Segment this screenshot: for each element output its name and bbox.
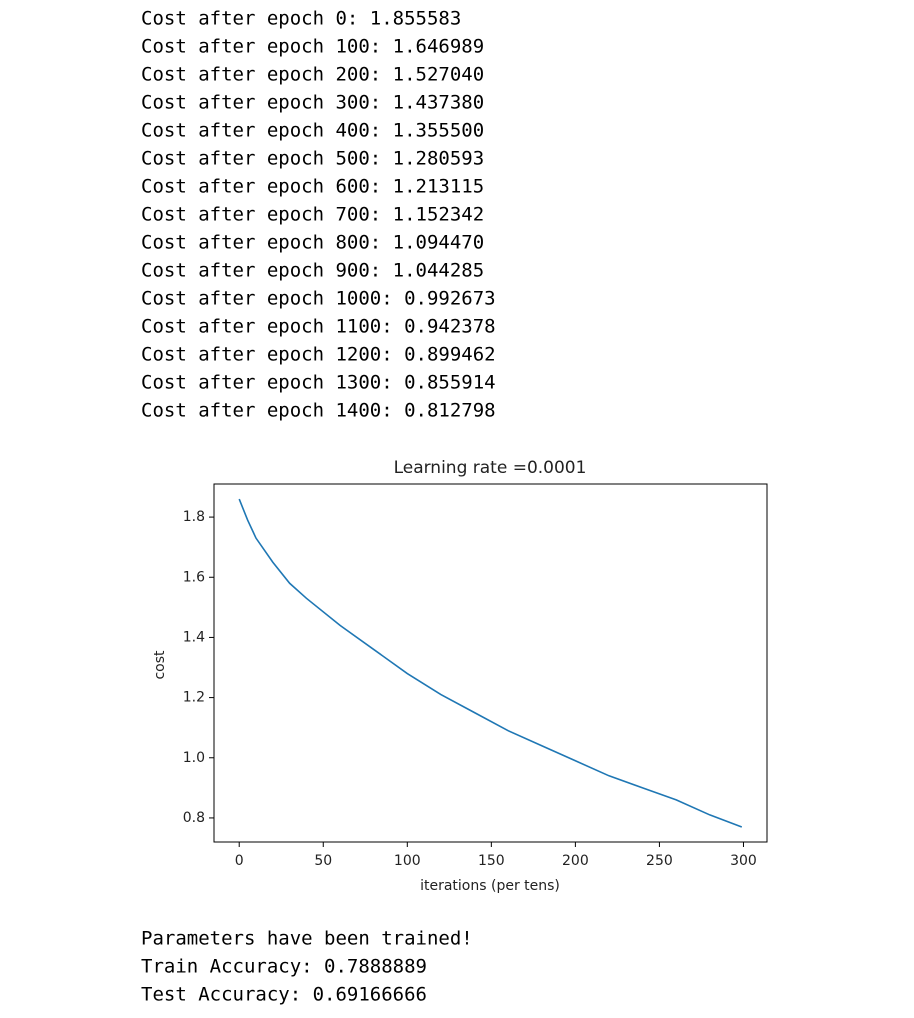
log-line: Cost after epoch 1100: 0.942378 [141,316,496,338]
log-line: Cost after epoch 200: 1.527040 [141,64,484,86]
y-tick-label: 1.6 [183,569,205,585]
log-line: Cost after epoch 1000: 0.992673 [141,288,496,310]
log-line: Cost after epoch 1200: 0.899462 [141,344,496,366]
log-line: Cost after epoch 0: 1.855583 [141,8,461,30]
log-line: Cost after epoch 500: 1.280593 [141,148,484,170]
y-axis-label: cost [152,650,168,680]
log-line: Cost after epoch 1300: 0.855914 [141,372,496,394]
result-line: Train Accuracy: 0.7888889 [141,956,427,978]
result-line: Parameters have been trained! [141,928,473,950]
y-tick-label: 1.2 [183,690,205,706]
x-tick-label: 50 [314,853,332,869]
result-line: Test Accuracy: 0.69166666 [141,984,427,1006]
chart-title: Learning rate =0.0001 [394,458,587,478]
x-tick-label: 250 [646,853,673,869]
log-line: Cost after epoch 300: 1.437380 [141,92,484,114]
y-tick-label: 1.4 [183,629,205,645]
log-line: Cost after epoch 900: 1.044285 [141,260,484,282]
x-tick-label: 150 [478,853,505,869]
x-tick-label: 100 [394,853,421,869]
x-tick-label: 300 [730,853,757,869]
log-line: Cost after epoch 100: 1.646989 [141,36,484,58]
y-tick-label: 1.0 [183,750,205,766]
log-line: Cost after epoch 800: 1.094470 [141,232,484,254]
y-tick-label: 0.8 [183,810,205,826]
x-tick-label: 200 [562,853,589,869]
cost-line [238,498,743,828]
y-tick-label: 1.8 [183,509,205,525]
x-axis-label: iterations (per tens) [420,878,560,894]
log-line: Cost after epoch 700: 1.152342 [141,204,484,226]
log-line: Cost after epoch 600: 1.213115 [141,176,484,198]
x-tick-label: 0 [235,853,244,869]
log-line: Cost after epoch 1400: 0.812798 [141,400,496,422]
plot-frame [213,483,768,843]
log-line: Cost after epoch 400: 1.355500 [141,120,484,142]
